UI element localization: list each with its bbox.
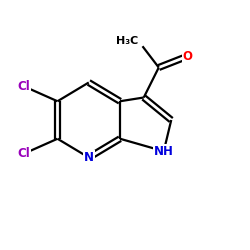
Text: N: N [84, 151, 94, 164]
Text: O: O [182, 50, 192, 63]
Text: Cl: Cl [18, 147, 30, 160]
Text: NH: NH [154, 145, 174, 158]
Text: Cl: Cl [18, 80, 30, 93]
Text: H₃C: H₃C [116, 36, 138, 46]
